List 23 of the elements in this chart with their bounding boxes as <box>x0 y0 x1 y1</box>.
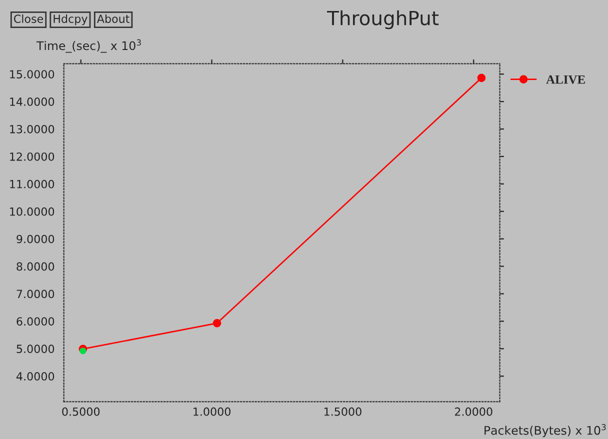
y-tick-label: 15.0000 <box>10 70 54 78</box>
y-tick-label: 12.0000 <box>10 152 54 161</box>
chart-title: ThroughPut <box>326 10 439 30</box>
x-tick-label: 1.0000 <box>194 407 230 416</box>
y-tick-label: 7.0000 <box>16 290 54 298</box>
y-tick-label: 6.0000 <box>16 317 54 326</box>
y-tick-label: 8.0000 <box>16 262 54 271</box>
x-tick-label: 0.5000 <box>62 407 100 416</box>
y-tick-label: 9.0000 <box>16 234 54 244</box>
text: About <box>96 14 130 23</box>
text: Close <box>14 14 44 23</box>
y-tick-label: 11.0000 <box>10 180 54 188</box>
y-tick-label: 10.0000 <box>10 207 54 216</box>
y-tick-label: 4.0000 <box>16 372 54 381</box>
x-axis-title: Packets(Bytes) x 10$^{3}$ <box>484 424 606 438</box>
x-tick-label: 1.5000 <box>324 407 362 416</box>
y-axis-title: Time_(sec)_ x 10$^{3}$ <box>36 39 141 53</box>
y-tick-label: 13.0000 <box>10 124 54 134</box>
x-tick-label: 2.0000 <box>454 407 492 416</box>
text: Hdcpy <box>54 14 88 26</box>
y-tick-label: 5.0000 <box>16 344 54 354</box>
y-tick-label: 14.0000 <box>10 98 54 106</box>
legend-label: ALIVE <box>546 75 585 84</box>
